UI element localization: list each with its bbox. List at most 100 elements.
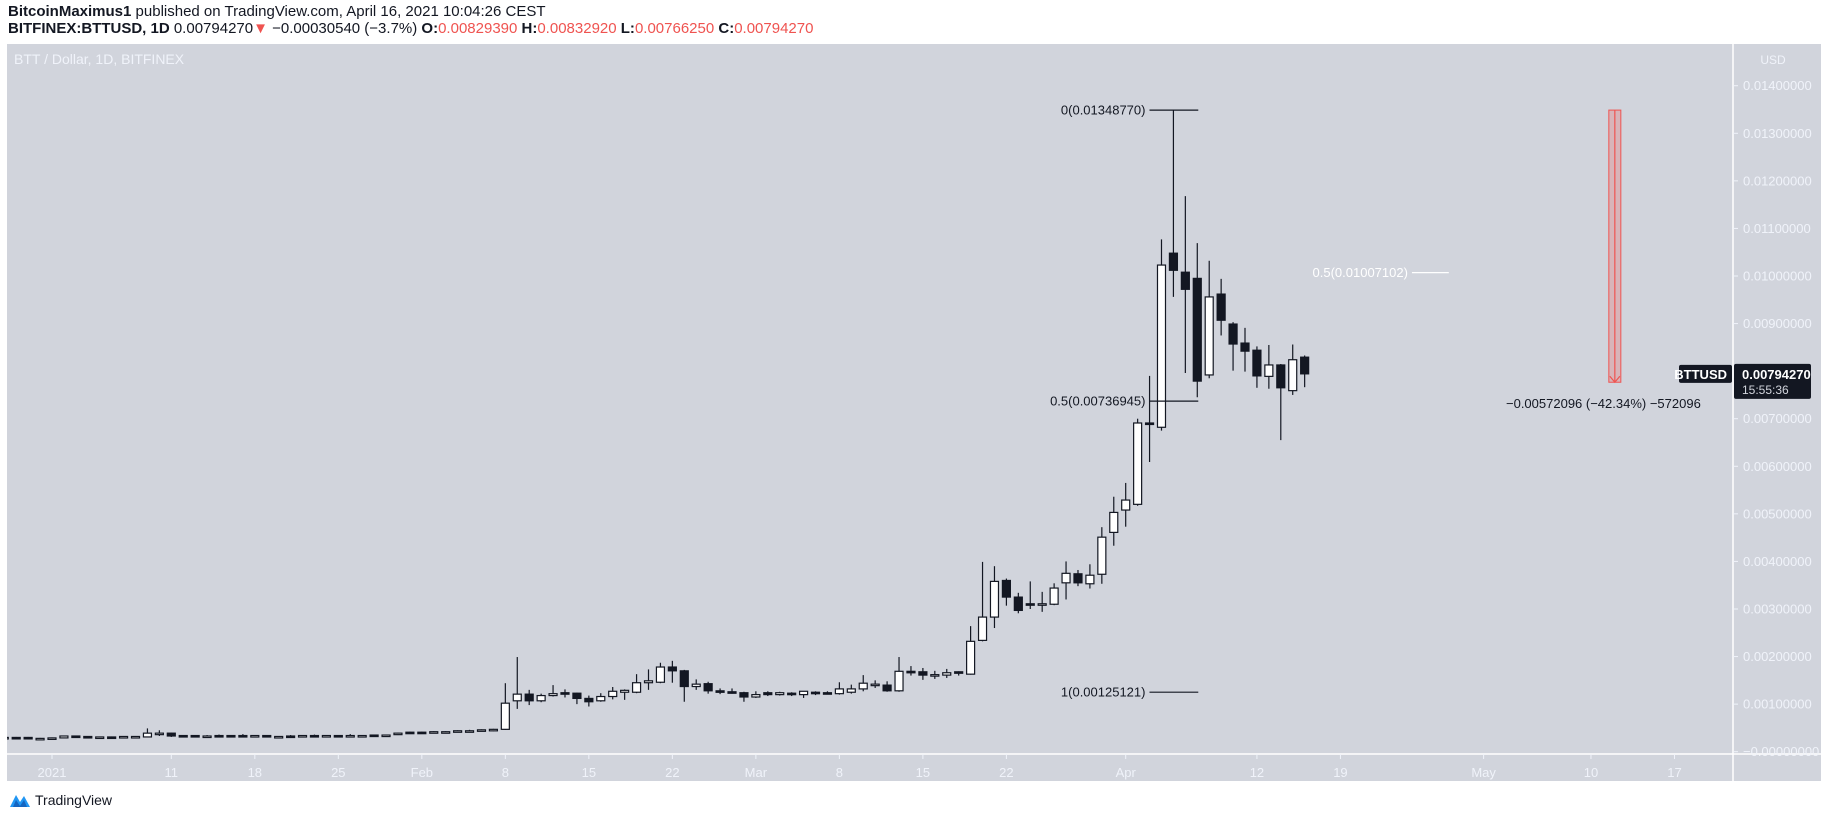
- candle-down: [906, 670, 916, 674]
- price-tick-label: 0.00700000: [1743, 411, 1812, 426]
- price-tick-label: 0.00500000: [1743, 506, 1812, 521]
- candle-up: [1109, 511, 1119, 534]
- candle-down: [166, 732, 176, 737]
- candle-down: [417, 731, 427, 735]
- time-tick-label: 25: [331, 765, 345, 780]
- candle-down: [1216, 293, 1226, 321]
- candle-up: [357, 734, 367, 738]
- close-value: 0.00794270: [734, 20, 814, 37]
- candle-up: [608, 690, 618, 698]
- time-tick-label: 8: [836, 765, 843, 780]
- symbol-info: BITFINEX:BTTUSD, 1D 0.00794270▼ −0.00030…: [8, 20, 813, 37]
- price-tick-label: 0.01200000: [1743, 173, 1812, 188]
- candle-down: [1180, 271, 1190, 290]
- candle-down: [1240, 342, 1250, 352]
- candle-up: [250, 734, 260, 738]
- price-change: −0.00030540 (−3.7%): [272, 20, 418, 37]
- fib-level-label: 0.5(0.01007102): [1313, 265, 1408, 280]
- price-tick-label: 0.01300000: [1743, 126, 1812, 141]
- time-tick-label: 22: [999, 765, 1013, 780]
- candle-up: [834, 688, 844, 695]
- candle-up: [142, 732, 153, 738]
- open-label: O:: [421, 20, 439, 37]
- candle-up: [989, 580, 1000, 618]
- candle-down: [1168, 252, 1179, 271]
- candle-up: [966, 640, 976, 675]
- price-tick-label: 0.01000000: [1743, 269, 1812, 284]
- candle-down: [238, 734, 248, 738]
- candle-down: [178, 734, 188, 738]
- time-tick-label: 2021: [38, 765, 67, 780]
- candle-up: [1037, 603, 1047, 606]
- candle-up: [118, 735, 129, 739]
- price-tick-label: 0.00400000: [1743, 554, 1812, 569]
- time-tick-label: Feb: [411, 765, 433, 780]
- candle-down: [1300, 356, 1310, 375]
- candle-up: [846, 688, 856, 693]
- price-axis-currency: USD: [1760, 53, 1786, 67]
- candle-up: [488, 728, 499, 732]
- last-price: 0.00794270: [173, 20, 254, 37]
- candle-down: [190, 734, 200, 738]
- candle-up: [1288, 359, 1298, 392]
- candle-up: [643, 680, 654, 684]
- candle-down: [369, 734, 379, 738]
- candle-down: [572, 692, 582, 700]
- candle-up: [691, 683, 701, 688]
- candle-down: [286, 735, 296, 739]
- candle-up: [930, 674, 940, 677]
- candle-up: [870, 683, 880, 687]
- candle-up: [500, 702, 510, 730]
- candle-up: [476, 729, 487, 732]
- time-tick-label: 19: [1333, 765, 1347, 780]
- fib-level-label: 1(0.00125121): [1061, 685, 1146, 700]
- candle-up: [548, 693, 558, 697]
- candle-down: [71, 735, 81, 739]
- last-price-value: 0.00794270: [1742, 367, 1811, 382]
- last-price-tag: [1734, 363, 1811, 399]
- candle-down: [524, 693, 534, 702]
- candle-down: [405, 731, 415, 735]
- candle-up: [596, 695, 606, 702]
- candle-down: [1192, 277, 1202, 382]
- chart-title: BTT / Dollar, 1D, BITFINEX: [14, 51, 185, 67]
- author-name[interactable]: BitcoinMaximus1: [8, 3, 132, 20]
- candle-up: [274, 735, 284, 739]
- candle-down: [715, 690, 725, 693]
- candle-up: [1156, 264, 1167, 428]
- time-tick-label: 8: [502, 765, 509, 780]
- candle-up: [202, 735, 212, 739]
- candle-up: [1133, 422, 1143, 505]
- fib-level-label: 0.5(0.00736945): [1050, 394, 1145, 409]
- candle-down: [1025, 603, 1035, 606]
- tradingview-logo[interactable]: TradingView: [9, 792, 112, 808]
- time-tick-label: 15: [916, 765, 930, 780]
- candle-up: [464, 730, 475, 733]
- candle-up: [1061, 572, 1071, 584]
- candle-down: [1276, 364, 1286, 389]
- candle-up: [1264, 364, 1274, 377]
- arrow-down-icon: [1609, 375, 1621, 384]
- candle-down: [226, 734, 236, 738]
- price-tick-label: 0.00900000: [1743, 316, 1812, 331]
- candle-up: [393, 732, 403, 736]
- candle-down: [703, 683, 713, 692]
- candle-up: [977, 616, 988, 641]
- symbol-tag-label: BTTUSD: [1674, 367, 1727, 382]
- candle-down: [679, 670, 689, 688]
- candle-up: [536, 694, 546, 702]
- price-tick-label: 0.00300000: [1743, 601, 1812, 616]
- candle-up: [631, 682, 642, 693]
- price-tick-label: 0.00600000: [1743, 459, 1812, 474]
- price-tick-label: 0.01100000: [1743, 221, 1811, 236]
- time-tick-label: 10: [1584, 765, 1598, 780]
- candle-down: [810, 691, 821, 695]
- candle-down: [11, 736, 21, 740]
- chart-area[interactable]: USD 0.01400000 0.01300000 0.01200000 0.01100…: [7, 44, 1821, 781]
- candlestick-chart[interactable]: USD 0.01400000 0.01300000 0.01200000 0.01100…: [7, 44, 1821, 781]
- candle-down: [333, 734, 343, 738]
- candle-down: [1073, 573, 1083, 584]
- candle-down: [1144, 422, 1155, 426]
- candle-up: [1085, 574, 1095, 585]
- candle-down: [1252, 349, 1262, 377]
